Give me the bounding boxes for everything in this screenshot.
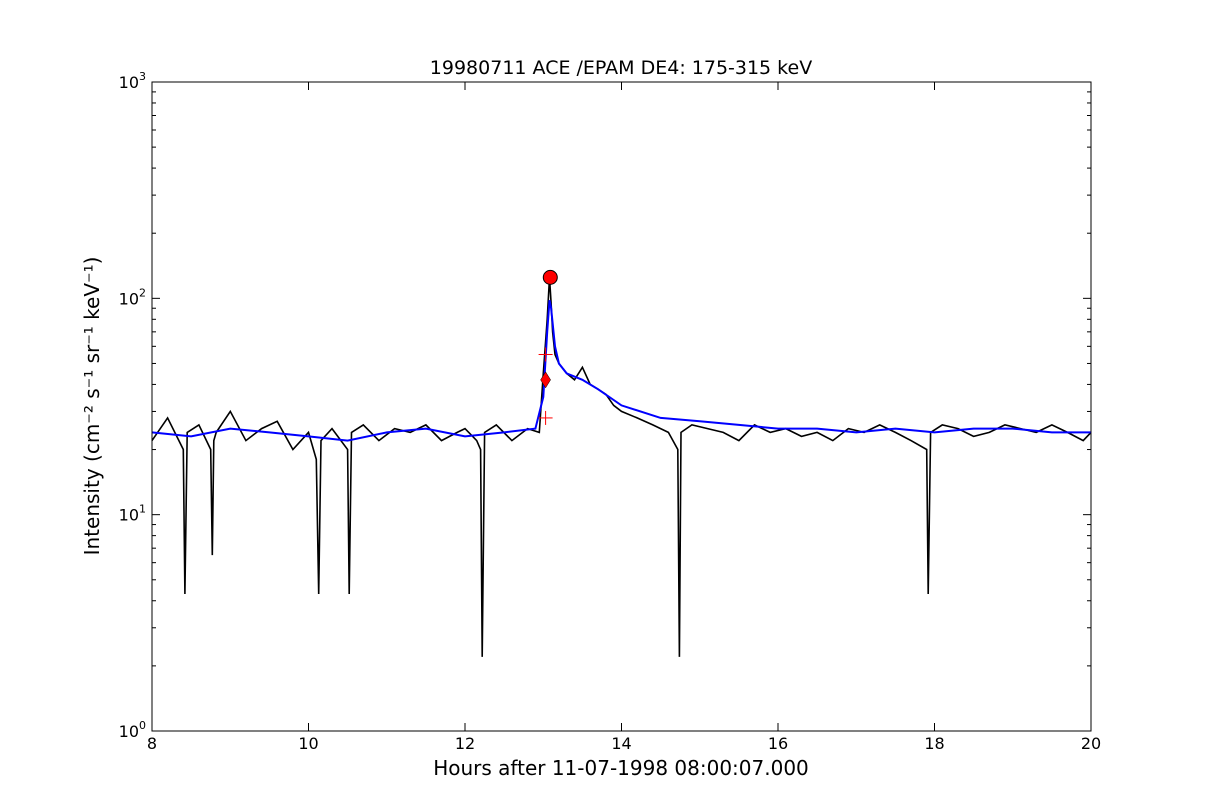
chart-title: 19980711 ACE /EPAM DE4: 175-315 keV [430,57,812,79]
marker-circle-0 [542,269,558,285]
y-tick-exponent: 3 [139,70,146,83]
x-tick-label: 12 [455,734,475,753]
marker-plus-2 [538,347,553,362]
series-layer [151,277,1092,657]
y-tick-exponent: 2 [139,286,146,299]
x-tick-label: 10 [298,734,318,753]
x-tick-label: 8 [147,734,157,753]
x-tick-label: 14 [611,734,631,753]
marker-diamond-1 [540,371,551,389]
x-axis-label: Hours after 11-07-1998 08:00:07.000 [433,756,809,780]
x-tick-label: 18 [924,734,944,753]
series-line-0 [151,277,1092,657]
marker-plus-3 [538,410,553,425]
plot-area [152,82,1091,731]
x-axis-ticks: 8 10 12 14 16 18 20 [147,82,1101,753]
y-tick-exponent: 0 [139,719,146,732]
y-tick-exponent: 1 [139,503,146,516]
series-line-1 [151,300,1091,442]
marker-layer [538,269,558,425]
x-tick-label: 20 [1081,734,1101,753]
y-axis-label: Intensity (cm⁻² s⁻¹ sr⁻¹ keV⁻¹) [80,257,104,556]
x-tick-label: 16 [768,734,788,753]
